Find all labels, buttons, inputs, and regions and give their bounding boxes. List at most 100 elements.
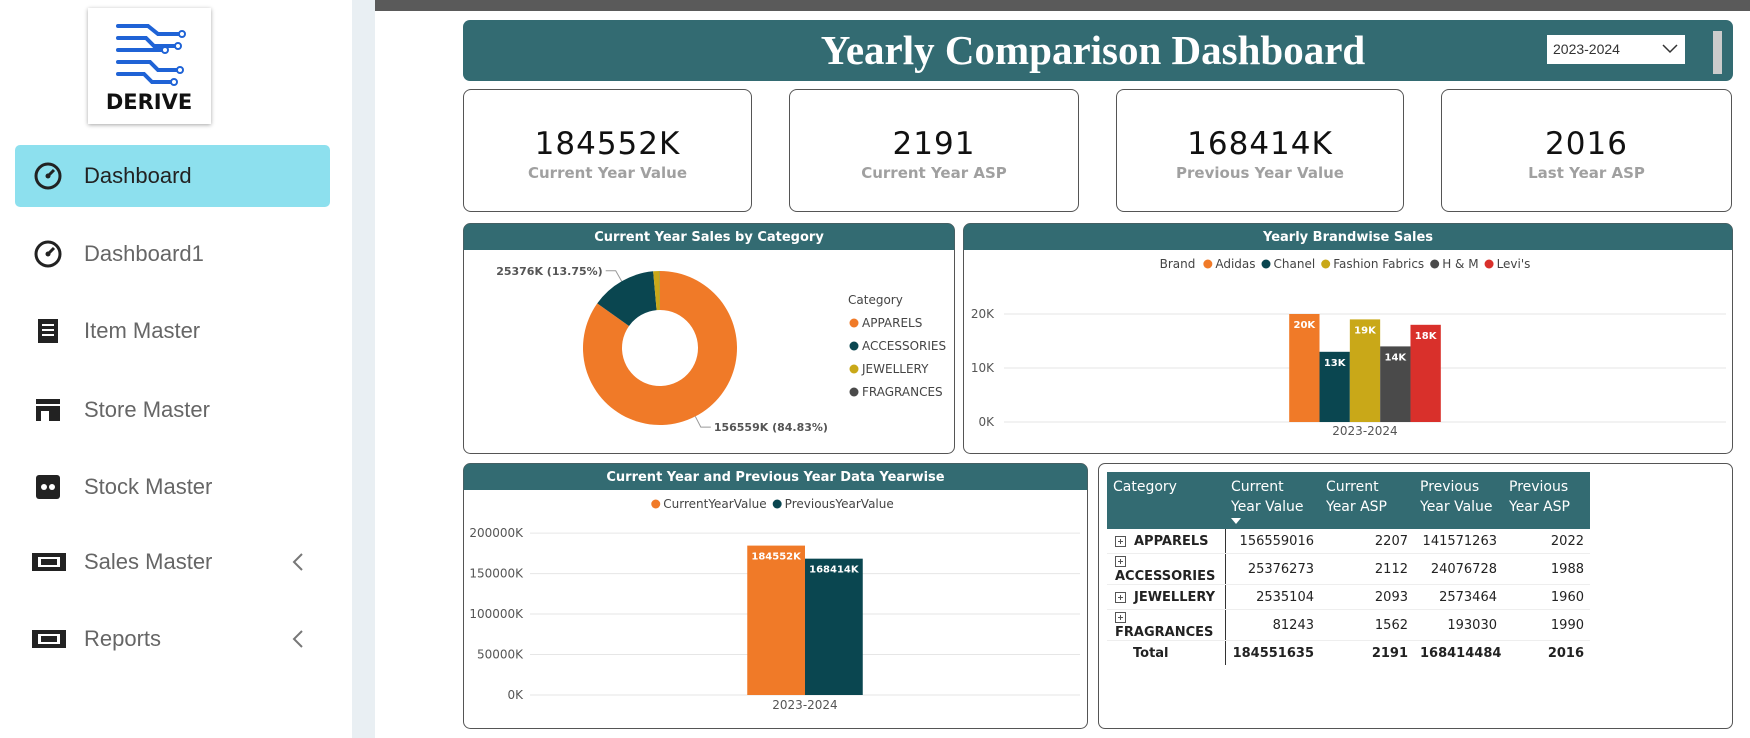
kpi-value: 168414K (1187, 126, 1333, 162)
cell-text: 24076728 (1430, 561, 1497, 577)
slice (583, 271, 737, 425)
chevron (292, 630, 303, 648)
column-header-text: Current Year Value (1231, 479, 1304, 515)
chevron (292, 553, 303, 571)
cell-text: ACCESSORIES (1115, 569, 1216, 584)
menu-item[interactable]: Store Master (15, 379, 330, 441)
menu-item[interactable]: Stock Master (15, 456, 330, 518)
sidebar-edge (352, 0, 375, 738)
column-header[interactable]: Previous Year ASP (1503, 472, 1590, 529)
table-cell: 1988 (1503, 553, 1590, 585)
category-cell[interactable]: FRAGRANCES (1107, 609, 1226, 641)
category-cell[interactable]: APPARELS (1107, 529, 1226, 554)
icon (38, 319, 58, 343)
table-row: APPARELS 156559016 2207 141571263 2022 (1107, 529, 1590, 554)
x-tick-label: 2023-2024 (772, 698, 837, 712)
cell-text: 2093 (1374, 589, 1408, 605)
menu-item[interactable]: Dashboard1 (15, 223, 330, 285)
leader-line (605, 270, 623, 282)
expand-icon[interactable] (1115, 612, 1126, 623)
title-bar (463, 475, 1088, 490)
menu-label: Dashboard1 (84, 241, 204, 266)
menu-item[interactable]: Item Master (15, 300, 330, 362)
kpi-card: 2016 Last Year ASP (1441, 89, 1732, 212)
legend-title: Brand (1160, 257, 1196, 271)
brand-panel: Yearly Brandwise Sales 0K 10K 20K 2023-2024 2… (963, 223, 1733, 454)
cell-text: FRAGRANCES (1115, 625, 1214, 640)
cell-text: 2573464 (1439, 589, 1497, 605)
menu-item[interactable]: Dashboard (15, 145, 330, 207)
kpi-value: 2016 (1545, 126, 1628, 162)
cell-text: 156559016 (1239, 533, 1314, 549)
legend-label: JEWELLERY (861, 362, 929, 376)
kpi-value: 184552K (534, 126, 681, 162)
scroll-stub (1713, 31, 1722, 74)
y-tick-label: 10K (971, 361, 995, 375)
table-panel: Category Current Year Value Current Year… (1098, 463, 1733, 729)
menu-label: Sales Master (84, 549, 213, 574)
logo-icon: DERIVE (106, 24, 192, 114)
cell-text: 25376273 (1247, 561, 1314, 577)
bar (1349, 319, 1381, 422)
data-label: 14K (1384, 352, 1407, 363)
category-cell[interactable]: JEWELLERY (1107, 584, 1226, 610)
column-header[interactable]: Current Year Value (1225, 472, 1320, 529)
menu-label: Dashboard (84, 163, 192, 188)
slice (597, 271, 657, 326)
expand-icon[interactable] (1115, 556, 1126, 567)
legend-marker (849, 364, 859, 374)
table-cell: 24076728 (1414, 553, 1503, 585)
y-tick-label: 150000K (469, 567, 524, 581)
y-tick-label: 50000K (477, 648, 524, 662)
data-label: 25376K (13.75%) (496, 265, 603, 278)
sort-arrow (1231, 518, 1241, 524)
bar (805, 558, 863, 695)
table-cell: 25376273 (1225, 553, 1320, 585)
kpi-label: Current Year ASP (861, 164, 1007, 182)
kpi-value: 2191 (892, 126, 976, 162)
legend-label: PreviousYearValue (785, 497, 894, 511)
title-bar (463, 235, 955, 250)
cell-text: 184551635 (1232, 645, 1314, 661)
table-row: JEWELLERY 2535104 2093 2573464 1960 (1107, 584, 1590, 610)
legend-label: Chanel (1274, 257, 1316, 271)
cell-text: 193030 (1447, 617, 1497, 633)
legend-label: ACCESSORIES (862, 339, 946, 353)
cell-text: 1990 (1550, 617, 1584, 633)
category-cell[interactable]: ACCESSORIES (1107, 553, 1226, 585)
expand-icon[interactable] (1115, 535, 1126, 547)
legend-marker (1430, 259, 1440, 269)
legend: CurrentYearValue PreviousYearValue (651, 497, 894, 511)
legend-label: FRAGRANCES (862, 385, 943, 399)
table-cell: 2016 (1503, 640, 1590, 665)
menu-item[interactable]: Reports (15, 608, 330, 670)
legend-marker (1261, 259, 1271, 269)
icon (36, 399, 60, 421)
legend-marker (1484, 259, 1494, 269)
column-header[interactable]: Current Year ASP (1320, 472, 1414, 529)
legend-title: Category (848, 293, 903, 307)
cell-text: 2535104 (1256, 589, 1314, 605)
table-cell: 2535104 (1225, 584, 1320, 610)
legend-label: APPARELS (862, 316, 922, 330)
column-header[interactable]: Previous Year Value (1414, 472, 1503, 529)
kpi-card: 184552K Current Year Value (463, 89, 752, 212)
table-cell: 168414484 (1414, 640, 1503, 665)
cell-text: 1562 (1374, 617, 1408, 633)
kpi-label: Previous Year Value (1176, 164, 1344, 182)
expand-icon[interactable] (1115, 591, 1126, 603)
slice (653, 271, 660, 311)
menu-label: Store Master (84, 397, 210, 422)
cell-text: 1960 (1550, 589, 1584, 605)
table-cell: 81243 (1225, 609, 1320, 641)
bar (1319, 351, 1350, 422)
menu-item[interactable]: Sales Master (15, 531, 330, 593)
cell-text: 141571263 (1422, 533, 1497, 549)
cell-text: 2112 (1374, 561, 1408, 577)
column-header[interactable]: Category (1107, 472, 1225, 529)
chart-title: Yearly Brandwise Sales (1262, 230, 1433, 245)
logo[interactable]: DERIVE (88, 8, 211, 124)
legend-marker (849, 387, 859, 397)
dropdown-value: 2023-2024 (1553, 41, 1620, 57)
year-dropdown[interactable]: 2023-2024 (1547, 35, 1685, 64)
